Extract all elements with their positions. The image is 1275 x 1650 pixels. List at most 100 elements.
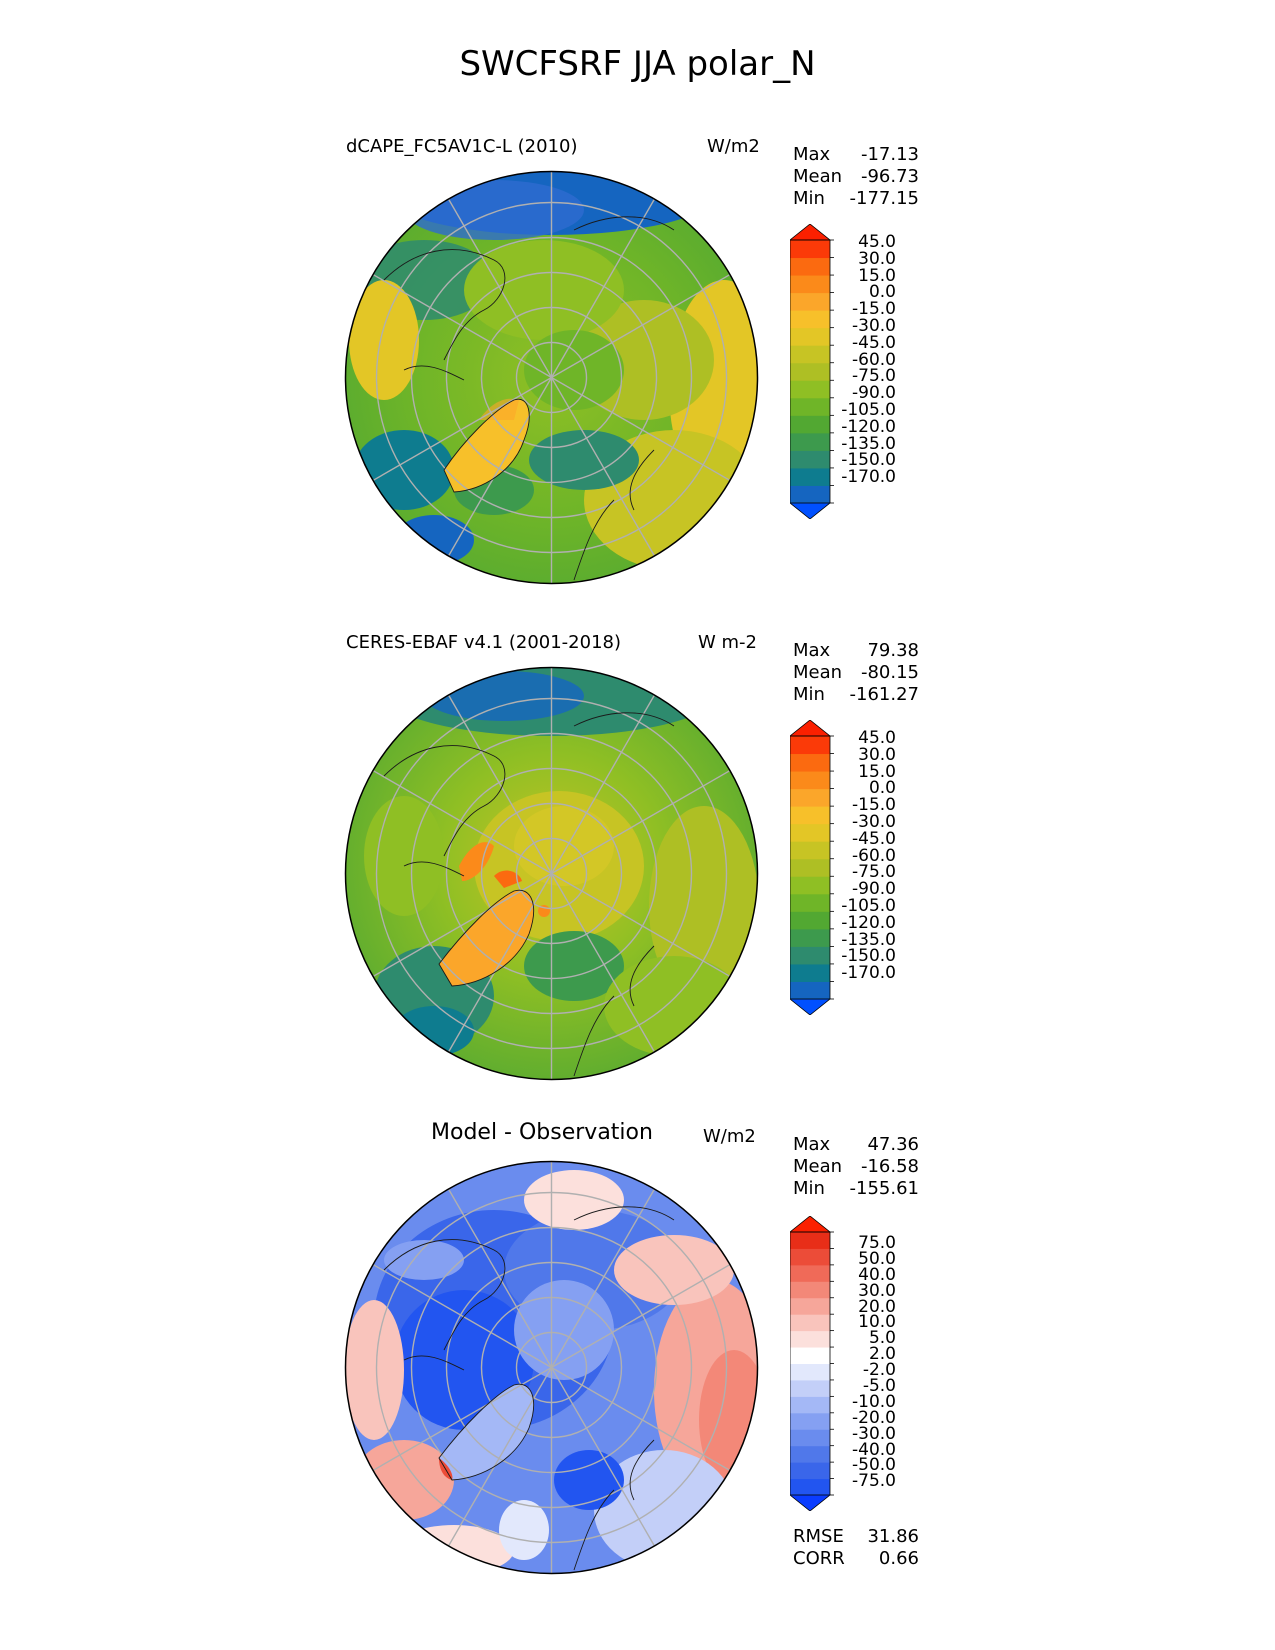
- stat-mean-label: Mean: [793, 166, 843, 187]
- stat-min: -177.15: [849, 188, 919, 209]
- colorbar-segment: [790, 240, 830, 259]
- colorbar-segment: [790, 1347, 830, 1364]
- colorbar-label: -60.0: [852, 349, 896, 370]
- panel-title: CERES-EBAF v4.1 (2001-2018): [346, 632, 622, 653]
- colorbar-label: -30.0: [852, 315, 896, 336]
- colorbar-label: -5.0: [862, 1376, 896, 1397]
- stat-max-label: Max: [793, 640, 831, 661]
- colorbar-label: -30.0: [852, 1423, 896, 1444]
- colorbar-label: 45.0: [858, 728, 896, 748]
- colorbar-segment: [790, 1462, 830, 1480]
- stat-min-label: Min: [793, 684, 825, 705]
- panel-difference: Model - Observation W/m2 Max 47.36 Mean -1…: [0, 1120, 1275, 1610]
- colorbar-label: 75.0: [858, 1233, 896, 1253]
- colorbar-label: 40.0: [858, 1264, 896, 1285]
- colorbar-label: 5.0: [868, 1328, 896, 1349]
- colorbar-label: -170.0: [841, 963, 896, 984]
- colorbar-label: 0.0: [868, 282, 896, 303]
- colorbar-label: -120.0: [841, 416, 896, 437]
- stat-max: 79.38: [867, 640, 919, 661]
- colorbar-label: 30.0: [858, 248, 896, 269]
- colorbar-segment: [790, 858, 830, 877]
- colorbar-segment: [790, 380, 830, 399]
- colorbar-segment: [790, 1363, 830, 1381]
- colorbar-segment: [790, 327, 830, 346]
- rmse-label: RMSE: [793, 1526, 844, 1547]
- colorbar-segment: [790, 981, 830, 1000]
- colorbar-label: -150.0: [841, 450, 896, 471]
- colorbar: [790, 720, 834, 1015]
- panel-units: W m-2: [698, 632, 758, 653]
- colorbar-segment: [790, 1412, 830, 1430]
- colorbar-segment: [790, 893, 830, 912]
- stat-min-label: Min: [793, 188, 825, 209]
- colorbar-segment: [790, 1445, 830, 1463]
- colorbar-segment: [790, 841, 830, 860]
- colorbar-segment: [790, 736, 830, 755]
- stat-mean: -96.73: [860, 166, 919, 187]
- colorbar-label: -40.0: [852, 1439, 896, 1460]
- colorbar-segment: [790, 275, 830, 294]
- colorbar-label: -2.0: [862, 1360, 896, 1381]
- colorbar-extend-low: [790, 1494, 832, 1511]
- colorbar-label: 0.0: [868, 778, 896, 799]
- panel-title: dCAPE_FC5AV1C-L (2010): [346, 136, 578, 157]
- colorbar: [790, 1216, 834, 1511]
- colorbar-segment: [790, 1429, 830, 1447]
- colorbar: [790, 224, 834, 519]
- colorbar-segment: [790, 823, 830, 842]
- colorbar-label: -10.0: [852, 1391, 896, 1412]
- colorbar-label: -75.0: [852, 862, 896, 883]
- colorbar-label: -60.0: [852, 845, 896, 866]
- colorbar-label: -135.0: [841, 929, 896, 950]
- colorbar-segment: [790, 928, 830, 947]
- stat-mean: -80.15: [860, 662, 919, 683]
- colorbar-label: 15.0: [858, 265, 896, 286]
- colorbar-segment: [790, 1281, 830, 1299]
- colorbar-labels: 45.0 30.0 15.0 0.0 -15.0 -30.0 -45.0 -60…: [836, 730, 896, 982]
- figure-title: SWCFSRF JJA polar_N: [459, 44, 816, 84]
- panel-units: W/m2: [707, 136, 760, 157]
- colorbar-segment: [790, 946, 830, 965]
- colorbar-segment: [790, 1330, 830, 1348]
- colorbar-label: 20.0: [858, 1296, 896, 1317]
- colorbar-extend-high: [790, 224, 832, 241]
- stat-min: -161.27: [849, 684, 919, 705]
- colorbar-label: 30.0: [858, 1280, 896, 1301]
- colorbar-label: -90.0: [852, 879, 896, 900]
- colorbar-label: 10.0: [858, 1312, 896, 1333]
- colorbar-extend-low: [790, 998, 832, 1015]
- colorbar-extend-low: [790, 502, 832, 519]
- colorbar-segment: [790, 362, 830, 381]
- colorbar-segment: [790, 806, 830, 825]
- colorbar-segment: [790, 771, 830, 790]
- stats-box: Max 79.38 Mean -80.15 Min -161.27: [793, 640, 919, 706]
- polar-map: [344, 1160, 759, 1575]
- colorbar-segment: [790, 397, 830, 416]
- colorbar-segment: [790, 345, 830, 364]
- colorbar-segment: [790, 876, 830, 895]
- colorbar-label: -30.0: [852, 811, 896, 832]
- panel-model: dCAPE_FC5AV1C-L (2010) W/m2 Max -17.13 Me…: [0, 128, 1275, 618]
- colorbar-segment: [790, 963, 830, 982]
- stat-max: 47.36: [867, 1134, 919, 1155]
- colorbar-label: -105.0: [841, 399, 896, 420]
- colorbar-segment: [790, 1232, 830, 1249]
- colorbar-segment: [790, 467, 830, 486]
- colorbar-labels: 75.0 50.0 40.0 30.0 20.0 10.0 5.0 2.0 -2…: [836, 1233, 896, 1490]
- corr-value: 0.66: [878, 1548, 919, 1569]
- stat-max: -17.13: [860, 144, 919, 165]
- stat-mean: -16.58: [860, 1156, 919, 1177]
- colorbar-labels: 45.0 30.0 15.0 0.0 -15.0 -30.0 -45.0 -60…: [836, 234, 896, 486]
- colorbar-segment: [790, 450, 830, 469]
- colorbar-segment: [790, 432, 830, 451]
- stats-box: Max -17.13 Mean -96.73 Min -177.15: [793, 144, 919, 210]
- colorbar-frame: [790, 239, 831, 504]
- colorbar-label: 30.0: [858, 744, 896, 765]
- colorbar-frame: [790, 735, 831, 1000]
- stat-min-label: Min: [793, 1178, 825, 1199]
- colorbar-segment: [790, 1248, 830, 1266]
- colorbar-segment: [790, 310, 830, 329]
- stat-mean-label: Mean: [793, 662, 843, 683]
- stat-max-label: Max: [793, 1134, 831, 1155]
